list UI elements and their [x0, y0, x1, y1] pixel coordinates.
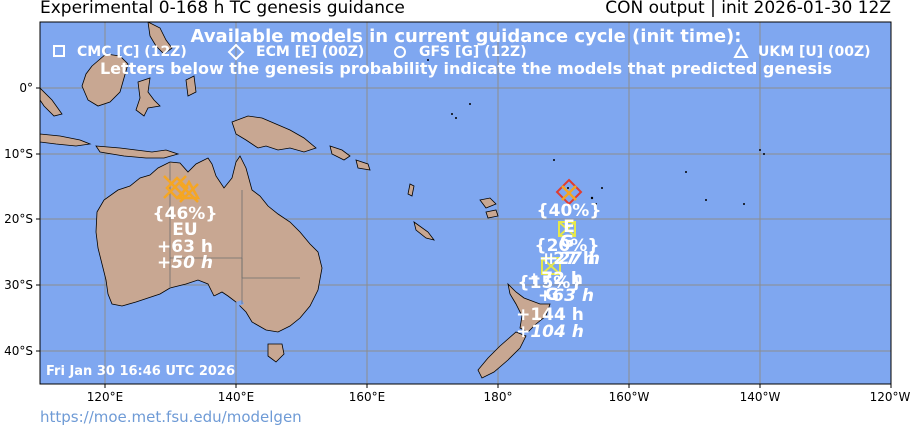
axis-ticks — [36, 87, 892, 388]
lat-label: 30°S — [4, 278, 33, 292]
sulawesi-land — [135, 77, 161, 117]
timestamp-label: Fri Jan 30 16:46 UTC 2026 — [46, 364, 235, 379]
prob-fiji-south: {15%} — [518, 273, 583, 293]
nz-north-land — [507, 282, 551, 333]
lon-label: 160°W — [609, 390, 650, 404]
lat-label: 40°S — [4, 344, 33, 358]
lesser-sunda-land — [95, 145, 180, 159]
legend-cmc: CMC [C] (12Z) — [77, 44, 187, 60]
lon-label: 140°W — [740, 390, 781, 404]
models-australia: EU — [172, 220, 197, 240]
borneo-land — [81, 53, 129, 107]
lead-australia: +63 h — [157, 237, 213, 257]
gfs-circle-icon — [394, 46, 406, 58]
legend-note: Letters below the genesis probability in… — [100, 59, 832, 78]
lead2-nz-north: +104 h — [516, 322, 584, 342]
philippines-land — [147, 22, 173, 55]
marker-australia-ukm — [177, 179, 201, 203]
map-title: Experimental 0-168 h TC genesis guidance — [40, 0, 405, 18]
new-caledonia-land — [413, 221, 435, 241]
lon-label: 160°E — [349, 390, 386, 404]
marker-fiji-north-ecm — [555, 178, 583, 206]
ecm-diamond-icon — [227, 43, 245, 61]
small-islands — [427, 59, 765, 205]
init-time-label: CON output | init 2026-01-30 12Z — [605, 0, 891, 18]
lon-label: 120°E — [87, 390, 124, 404]
marker-fiji-south-gfs — [541, 257, 561, 275]
fiji-land-2 — [485, 209, 499, 219]
map-frame — [39, 21, 892, 385]
landmasses — [40, 22, 551, 379]
longitude-labels: 120°E 140°E 160°E 180° 160°W 140°W 120°W — [87, 390, 911, 404]
system-labels: {46%} EU +63 h +50 h {40%} E {20%} G +27… — [153, 201, 602, 342]
cmc-square-icon — [53, 45, 65, 57]
source-url-link[interactable]: https://moe.met.fsu.edu/modelgen — [40, 408, 302, 426]
lon-label: 120°W — [870, 390, 911, 404]
prob-australia: {46%} — [153, 204, 218, 224]
lon-label: 180° — [484, 390, 513, 404]
lat-label: 20°S — [4, 212, 33, 226]
lead2-fiji-south: +63 h — [538, 286, 594, 306]
lat-label: 10°S — [4, 147, 33, 161]
nz-south-land — [477, 331, 527, 379]
prob-fiji-mid: {20%} — [535, 236, 600, 256]
legend-gfs: GFS [G] (12Z) — [419, 44, 527, 60]
legend-heading: Available models in current guidance cyc… — [191, 26, 742, 47]
java-land — [40, 133, 92, 147]
latitude-labels: 0° 10°S 20°S 30°S 40°S — [4, 81, 33, 358]
new-guinea-land — [231, 115, 317, 153]
ukm-triangle-icon — [733, 43, 749, 58]
prob-fiji-north: {40%} — [537, 201, 602, 221]
graticule — [40, 22, 891, 384]
marker-fiji-mid-gfs — [558, 221, 576, 237]
lead-nz-north: +144 h — [516, 305, 584, 325]
lead-fiji-south: +72 h — [527, 269, 583, 289]
solomon-land — [329, 145, 351, 161]
sumatra-land — [40, 87, 63, 117]
lead-fiji-mid: +27 h — [539, 249, 595, 269]
model-legend: Available models in current guidance cyc… — [53, 26, 871, 78]
lon-label: 140°E — [218, 390, 255, 404]
australia-land — [95, 155, 323, 333]
lead2-australia: +50 h — [157, 253, 213, 273]
models-fiji-south: G — [545, 285, 559, 305]
lead2-fiji-mid: +27 h — [544, 249, 600, 269]
models-fiji-mid: G — [560, 232, 574, 252]
legend-ecm: ECM [E] (00Z) — [256, 44, 364, 60]
vanuatu-land — [407, 183, 415, 197]
tasmania-land — [267, 343, 285, 363]
solomon-land-2 — [355, 159, 371, 171]
fiji-land — [479, 197, 497, 209]
genesis-markers — [163, 175, 583, 275]
halmahera-land — [185, 75, 197, 97]
models-fiji-north: E — [563, 217, 575, 237]
legend-ukm: UKM [U] (00Z) — [758, 44, 871, 60]
lat-label: 0° — [19, 81, 33, 95]
